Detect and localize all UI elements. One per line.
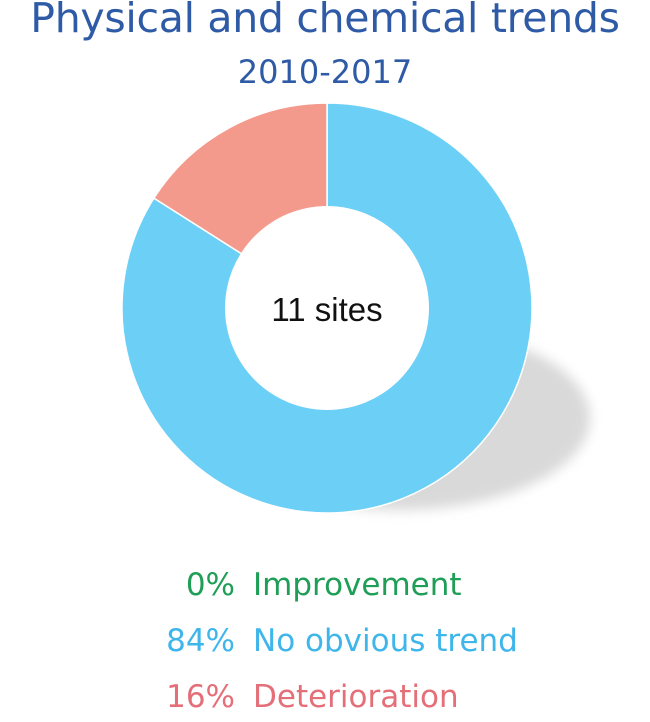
legend-label-deterioration: Deterioration <box>253 679 459 715</box>
chart-subtitle: 2010-2017 <box>237 53 413 91</box>
legend-percent-deterioration: 16% <box>166 679 235 715</box>
legend-percent-no-obvious-trend: 84% <box>166 623 235 659</box>
chart-title: Physical and chemical trends <box>30 0 620 42</box>
legend-label-improvement: Improvement <box>253 567 462 603</box>
legend-item-improvement: 0% Improvement <box>0 560 650 610</box>
donut-center-label: 11 sites <box>271 291 382 328</box>
legend-item-no-obvious-trend: 84% No obvious trend <box>0 616 650 666</box>
legend-item-deterioration: 16% Deterioration <box>0 672 650 722</box>
donut-hole <box>225 206 429 410</box>
legend-label-no-obvious-trend: No obvious trend <box>253 623 518 659</box>
legend-percent-improvement: 0% <box>185 567 235 603</box>
